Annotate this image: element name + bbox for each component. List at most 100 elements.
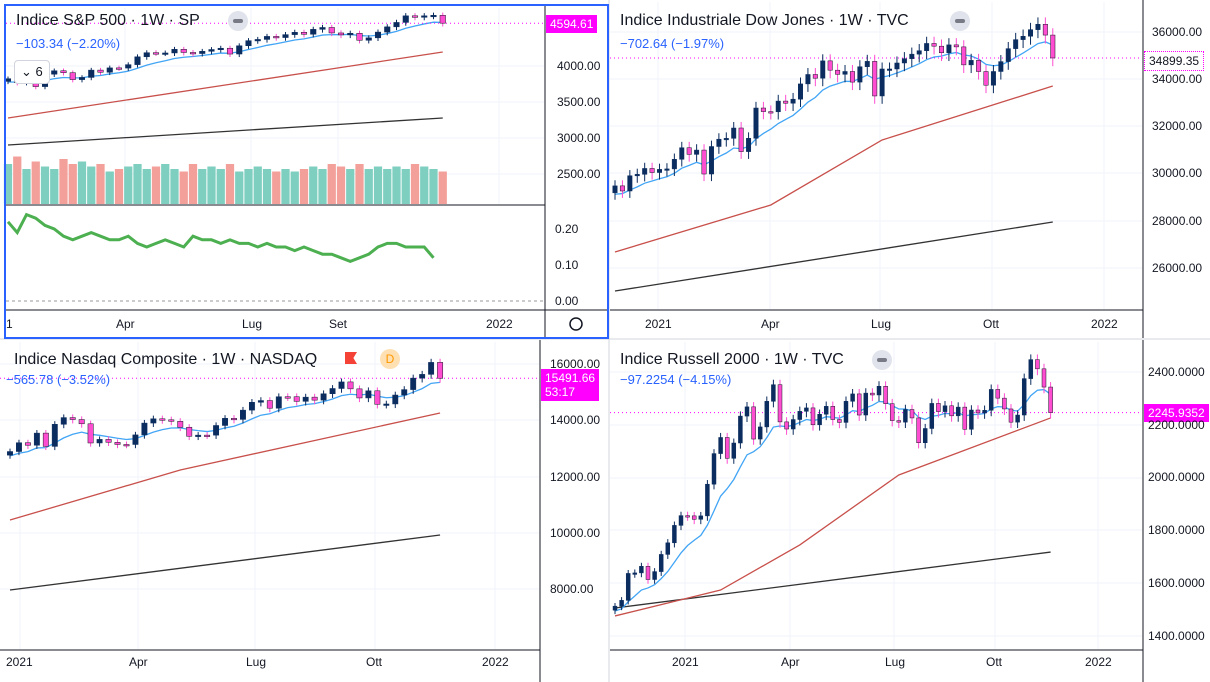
candle <box>961 46 967 66</box>
volume-bar <box>114 169 124 204</box>
candle <box>812 74 818 79</box>
candle <box>430 15 437 18</box>
candle <box>771 384 776 402</box>
candle <box>1013 39 1019 49</box>
candle <box>204 434 211 437</box>
volume-bar <box>133 164 142 204</box>
candle <box>123 444 130 447</box>
ma50-line <box>7 51 443 119</box>
candle <box>162 52 169 55</box>
y-tick: 2200.0000 <box>1148 418 1205 432</box>
active-panel-border <box>4 4 609 339</box>
collapse-indicators-button[interactable]: ⌄ 6 <box>14 60 50 84</box>
volume-bar <box>124 166 133 204</box>
candle <box>226 47 234 55</box>
candle <box>383 403 390 406</box>
candle <box>78 77 86 80</box>
x-tick: 1 <box>6 317 13 331</box>
candle <box>946 44 952 54</box>
volume-bar <box>253 166 262 204</box>
candle <box>642 168 648 175</box>
hide-legend-icon[interactable] <box>872 350 892 370</box>
candle <box>208 49 215 52</box>
y-tick: 2400.0000 <box>1148 365 1205 379</box>
candle <box>889 403 895 421</box>
candle <box>199 51 206 54</box>
candle <box>810 407 816 426</box>
candle <box>896 420 902 423</box>
volume-bar <box>318 169 327 204</box>
dividend-badge[interactable]: D <box>380 349 400 369</box>
candle <box>186 426 193 437</box>
candle <box>88 69 95 78</box>
candle <box>982 410 987 414</box>
candle <box>240 409 246 420</box>
candle <box>180 49 187 53</box>
candle <box>248 402 255 411</box>
candle <box>320 393 327 401</box>
candle <box>319 27 326 30</box>
candle <box>266 400 273 409</box>
candle <box>439 15 446 24</box>
candle <box>141 422 148 436</box>
candle <box>916 417 921 444</box>
candle <box>365 37 372 41</box>
candle <box>764 401 770 428</box>
candle <box>177 421 184 428</box>
candle <box>678 515 684 526</box>
candle <box>672 525 677 544</box>
candle <box>953 44 959 48</box>
candle <box>125 64 132 69</box>
candle <box>942 405 948 412</box>
candle <box>784 421 789 430</box>
candle <box>916 50 922 55</box>
hide-legend-icon[interactable] <box>228 11 248 31</box>
candle <box>837 419 842 423</box>
hide-legend-icon[interactable] <box>950 11 970 31</box>
candle <box>143 52 150 58</box>
candle <box>645 566 651 580</box>
volume-bar <box>401 169 410 204</box>
candle <box>168 419 175 422</box>
volume-bar <box>336 166 346 204</box>
candle <box>1048 386 1053 413</box>
candle <box>909 409 915 419</box>
candle <box>657 169 662 173</box>
candle <box>627 175 633 192</box>
x-tick: 2022 <box>1091 317 1118 331</box>
volume-bar <box>327 164 336 204</box>
candle <box>931 43 937 47</box>
candle <box>410 377 417 390</box>
candle <box>830 406 836 420</box>
x-tick: Apr <box>761 317 780 331</box>
candle <box>419 374 426 379</box>
candle <box>760 107 766 112</box>
gear-icon[interactable] <box>569 317 583 331</box>
candle <box>1050 34 1056 59</box>
candle <box>291 32 298 35</box>
ma50-line <box>614 85 1053 253</box>
candle <box>347 32 354 36</box>
candle <box>273 36 280 39</box>
candle <box>842 71 848 75</box>
volume-bar <box>392 166 401 204</box>
ma50-line <box>9 412 441 521</box>
last-price-tag: 4594.61 <box>546 15 598 33</box>
candle <box>1015 414 1020 423</box>
candle <box>392 394 399 405</box>
volume-bar <box>235 171 244 204</box>
candle <box>96 439 103 444</box>
candle <box>236 45 243 55</box>
candle <box>60 417 67 425</box>
volume-bar <box>309 166 318 204</box>
candle <box>708 146 714 175</box>
y-tick: 10000.00 <box>550 526 601 540</box>
last-price-tag: 34899.35 <box>1144 51 1205 71</box>
volume-bar <box>50 169 59 204</box>
candle <box>300 32 308 35</box>
candle <box>16 442 22 452</box>
volume-bar <box>40 166 50 204</box>
flag-icon[interactable] <box>345 352 357 364</box>
volume-bar <box>96 164 105 204</box>
